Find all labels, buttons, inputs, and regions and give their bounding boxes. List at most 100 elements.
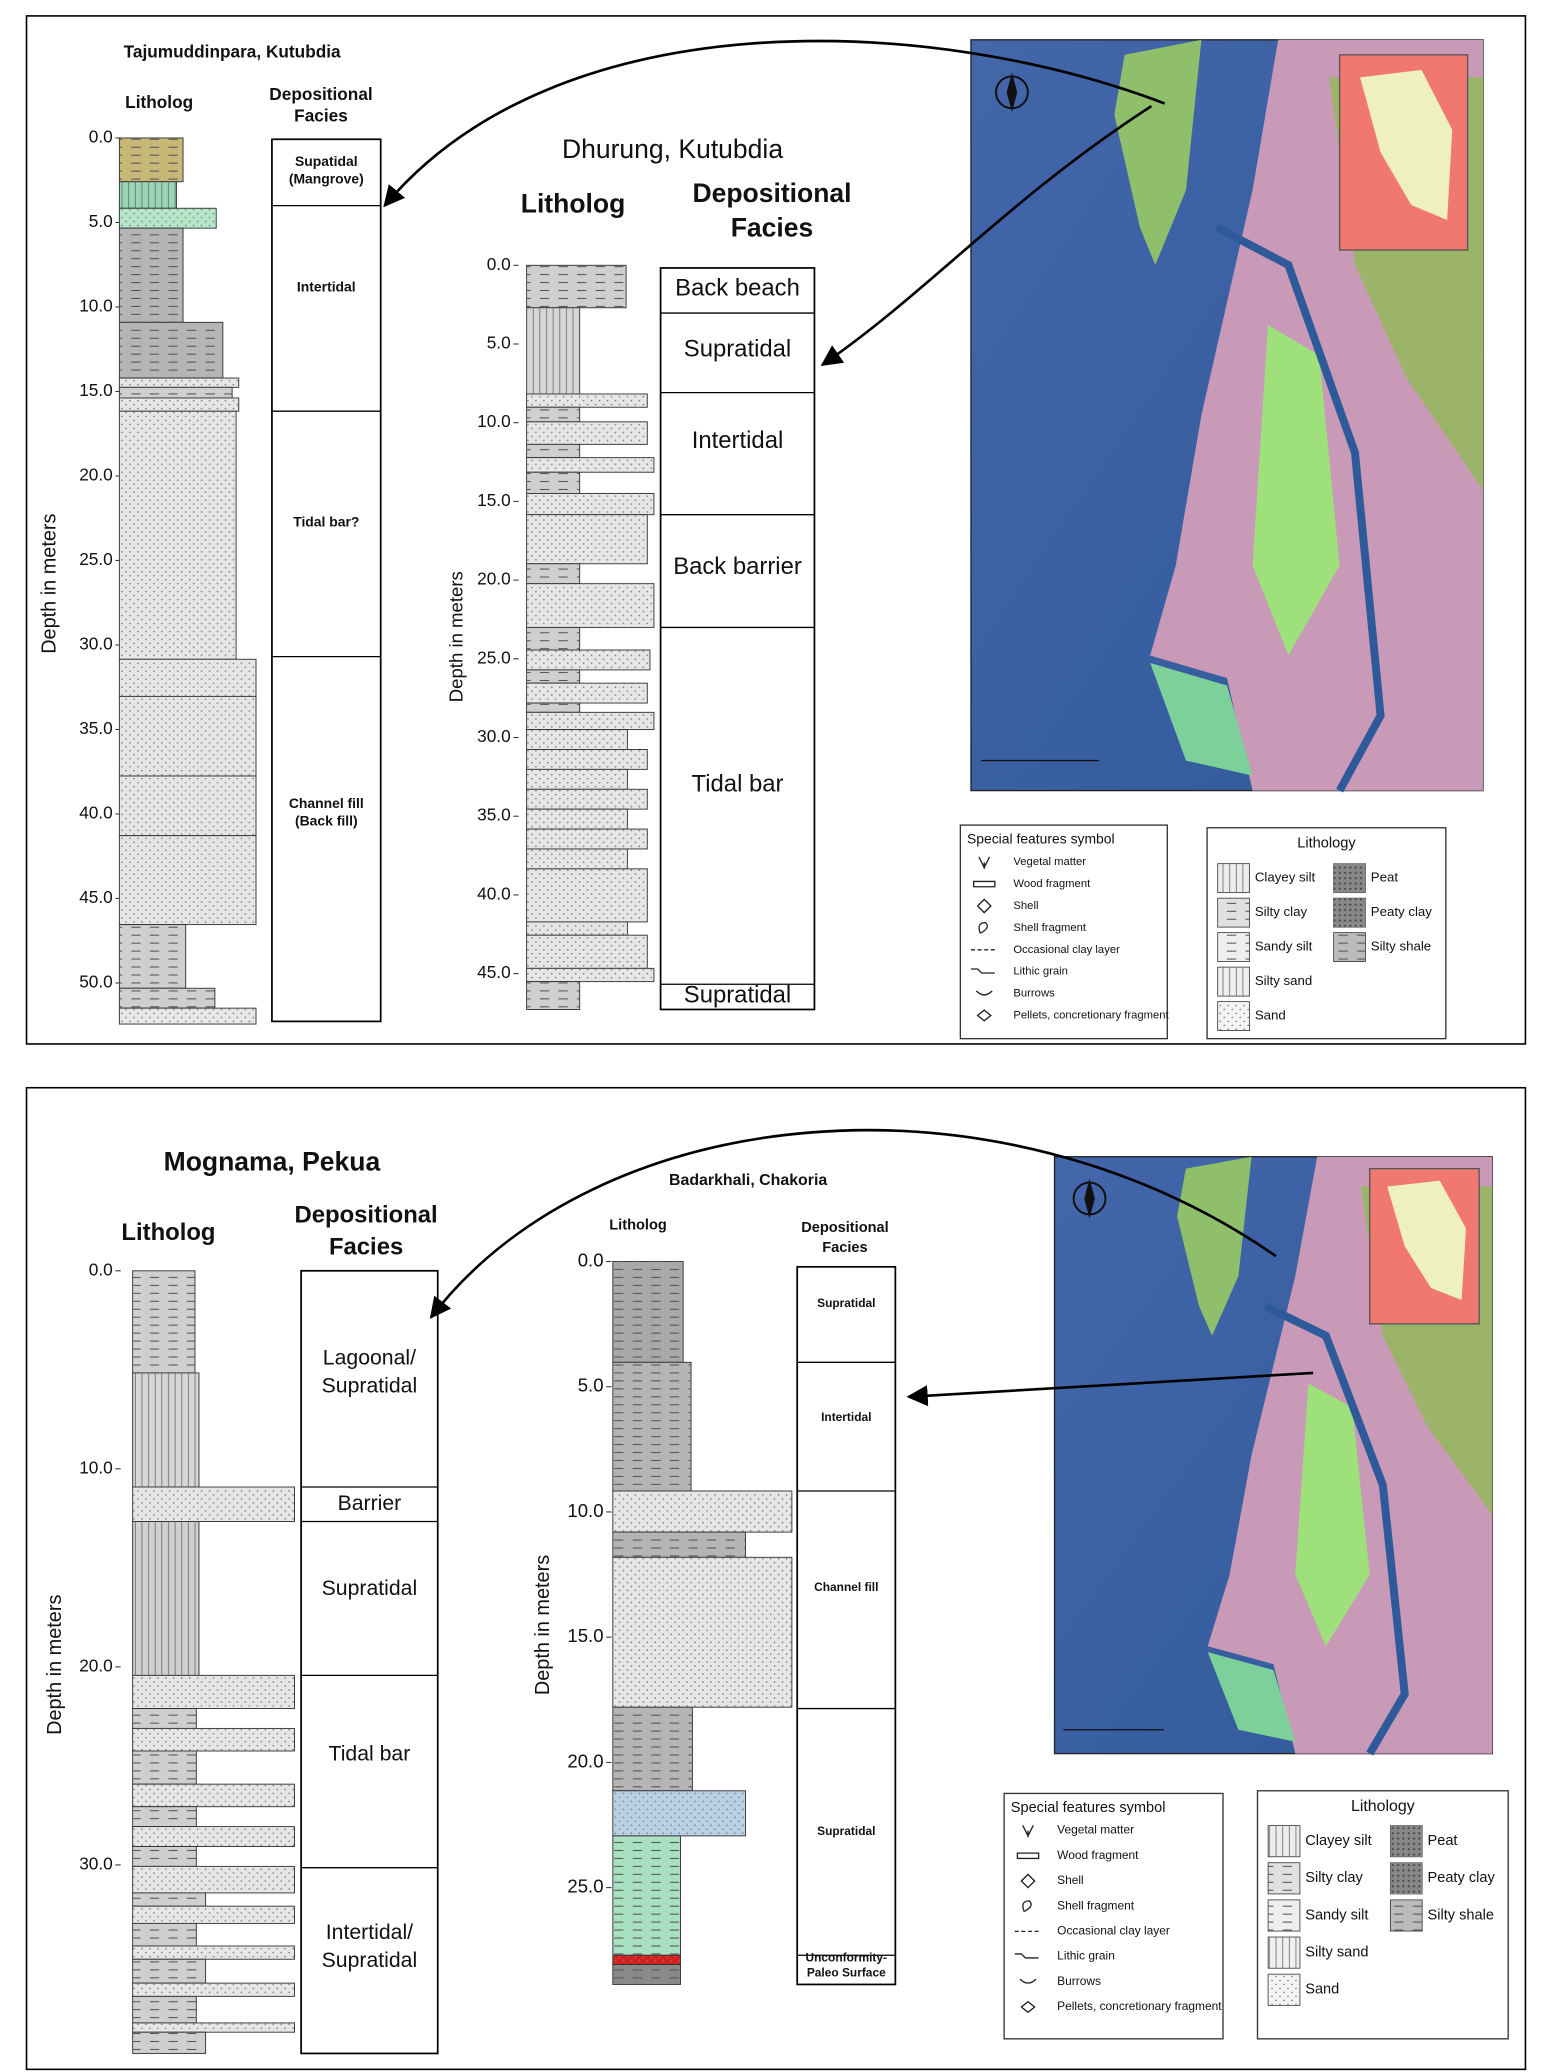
facies-label: Back beach bbox=[675, 274, 800, 301]
axis-label: Depth in meters bbox=[39, 513, 61, 653]
litho-pattern bbox=[526, 307, 580, 394]
panel-frame bbox=[25, 15, 1527, 1045]
log-title: Mognama, Pekua bbox=[164, 1146, 381, 1176]
litho-pattern bbox=[132, 1826, 295, 1847]
legend-swatch-pattern bbox=[1217, 932, 1250, 962]
log-title: Badarkhali, Chakoria bbox=[669, 1172, 827, 1189]
litho-pattern bbox=[526, 789, 648, 810]
litho-pattern bbox=[132, 1521, 199, 1676]
litho-pattern bbox=[526, 649, 650, 670]
litho-pattern bbox=[526, 703, 580, 713]
legend-symbol bbox=[1022, 1900, 1032, 1913]
column-header: Facies bbox=[731, 212, 814, 242]
facies-label: Supatidal bbox=[295, 153, 358, 169]
map-compass bbox=[1084, 1178, 1095, 1219]
tick-label: 30.0 bbox=[79, 633, 113, 653]
arrow bbox=[906, 1371, 1314, 1407]
legend-item: Lithic grain bbox=[1057, 1949, 1115, 1963]
legend-item: Shell fragment bbox=[1057, 1898, 1135, 1912]
legend-swatch-pattern bbox=[1333, 898, 1366, 928]
legend-item: Pellets, concretionary fragment bbox=[1057, 1999, 1222, 2013]
litho-pattern bbox=[132, 1708, 197, 1729]
legend-item: Silty shale bbox=[1427, 1907, 1493, 1923]
map-land bbox=[1114, 39, 1202, 266]
facies-label: Channel fill bbox=[289, 795, 364, 811]
litho-pattern bbox=[132, 1866, 295, 1893]
legend-item: Sandy silt bbox=[1255, 939, 1313, 954]
legend-item: Occasional clay layer bbox=[1013, 944, 1120, 956]
arrow bbox=[820, 105, 1153, 366]
axis-label: Depth in meters bbox=[446, 571, 467, 702]
facies-label: Supratidal bbox=[817, 1296, 875, 1310]
legend-swatch-pattern bbox=[1217, 898, 1250, 928]
legend-symbol bbox=[978, 856, 991, 870]
facies-label: Intertidal bbox=[692, 427, 784, 454]
facies-label: (Mangrove) bbox=[289, 170, 364, 186]
legend-item: Vegetal matter bbox=[1013, 856, 1086, 868]
litho-pattern bbox=[612, 1490, 792, 1533]
column-header: Litholog bbox=[521, 189, 626, 219]
facies-label: Supratidal bbox=[322, 1577, 418, 1600]
legend-symbol bbox=[1022, 1824, 1034, 1838]
litho-pattern bbox=[119, 835, 257, 925]
legend-item: Clayey silt bbox=[1255, 870, 1316, 885]
tick-label: 0.0 bbox=[89, 1259, 113, 1279]
tick-label: 45.0 bbox=[79, 887, 113, 907]
litho-pattern bbox=[526, 627, 580, 650]
litho-pattern bbox=[612, 1362, 692, 1491]
log-title: Tajumuddinpara, Kutubdia bbox=[124, 42, 341, 62]
facies-label: Supratidal bbox=[322, 1949, 418, 1972]
legend-swatch-pattern bbox=[1333, 932, 1366, 962]
litho-pattern bbox=[119, 322, 223, 379]
litho-pattern bbox=[526, 829, 648, 849]
legend-symbol bbox=[976, 1009, 992, 1022]
tick-label: 0.0 bbox=[89, 127, 113, 147]
map-river bbox=[1262, 1302, 1409, 1756]
litho-pattern bbox=[119, 228, 184, 323]
tick-label: 5.0 bbox=[578, 1375, 604, 1396]
facies-label: Supratidal bbox=[322, 1374, 418, 1397]
tick-label: 10.0 bbox=[79, 295, 113, 315]
column-header: Depositional bbox=[801, 1220, 888, 1236]
tick-label: 25.0 bbox=[567, 1876, 603, 1897]
facies-label: Tidal bar bbox=[329, 1743, 411, 1766]
litho-pattern bbox=[526, 583, 654, 628]
litho-pattern bbox=[119, 137, 184, 182]
litho-pattern bbox=[132, 1372, 199, 1488]
litho-pattern bbox=[526, 712, 654, 730]
litho-pattern bbox=[119, 397, 239, 412]
facies-label: Intertidal bbox=[297, 279, 356, 295]
legend-item: Peat bbox=[1371, 870, 1399, 885]
legend-item: Silty clay bbox=[1305, 1870, 1363, 1886]
litho-pattern bbox=[132, 1784, 295, 1807]
litho-pattern bbox=[132, 1959, 206, 1984]
map-compass bbox=[1006, 72, 1018, 113]
map-inset-country bbox=[1360, 69, 1453, 220]
column-header: Facies bbox=[329, 1234, 403, 1261]
legend-swatch-pattern bbox=[1268, 1937, 1300, 1969]
legend-item: Peaty clay bbox=[1371, 904, 1432, 919]
tick-label: 5.0 bbox=[89, 211, 113, 231]
litho-pattern bbox=[526, 563, 580, 584]
legend-title: Lithology bbox=[1351, 1798, 1415, 1815]
litho-pattern bbox=[612, 1964, 681, 1985]
legend-box bbox=[1003, 1792, 1224, 2040]
litho-pattern bbox=[132, 1675, 295, 1709]
litho-pattern bbox=[132, 1728, 295, 1751]
tick-label: 45.0 bbox=[477, 962, 511, 982]
column-header: Facies bbox=[294, 105, 348, 125]
column-header: Litholog bbox=[125, 92, 193, 112]
litho-pattern bbox=[526, 868, 648, 922]
legend-item: Wood fragment bbox=[1057, 1848, 1139, 1862]
litho-pattern bbox=[612, 1557, 792, 1708]
legend-swatch-pattern bbox=[1268, 1862, 1300, 1894]
tick-label: 15.0 bbox=[567, 1625, 603, 1646]
litho-pattern bbox=[119, 378, 239, 388]
legend-symbol bbox=[1019, 1978, 1037, 1984]
legend-item: Burrows bbox=[1013, 988, 1055, 1000]
litho-pattern bbox=[526, 921, 628, 936]
litho-pattern bbox=[526, 669, 580, 684]
tick-label: 20.0 bbox=[477, 569, 511, 589]
legend-item: Silty sand bbox=[1305, 1944, 1368, 1960]
